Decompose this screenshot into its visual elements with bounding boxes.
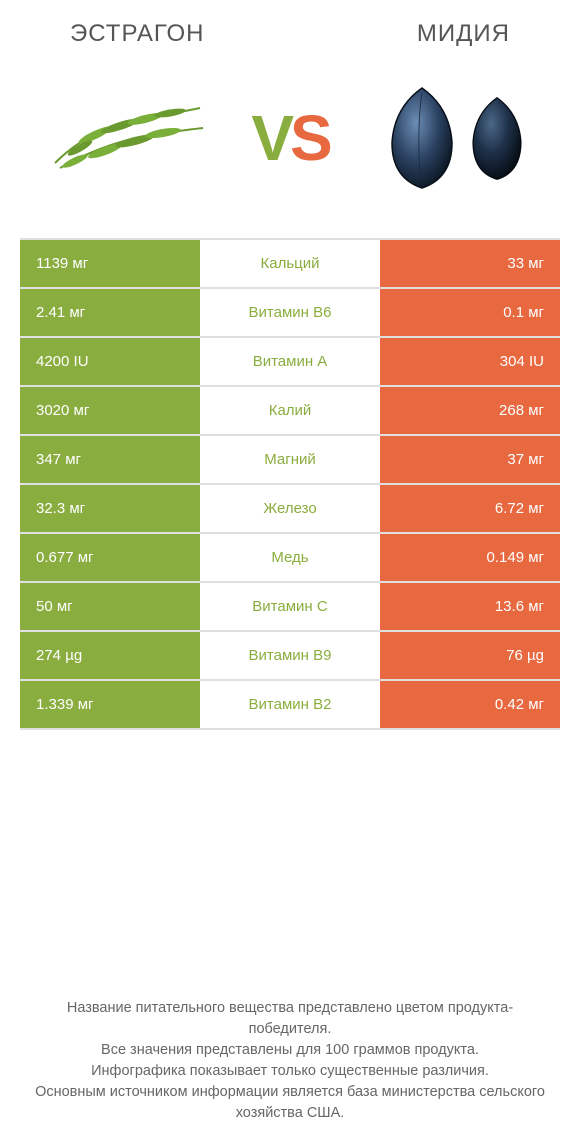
footer-line: Инфографика показывает только существенн… — [30, 1061, 550, 1082]
right-value: 0.149 мг — [380, 534, 560, 581]
left-value: 347 мг — [20, 436, 200, 483]
left-value: 1.339 мг — [20, 681, 200, 728]
left-value: 32.3 мг — [20, 485, 200, 532]
left-value: 0.677 мг — [20, 534, 200, 581]
left-value: 1139 мг — [20, 240, 200, 287]
table-row: 2.41 мгВитамин B60.1 мг — [20, 289, 560, 338]
right-value: 6.72 мг — [380, 485, 560, 532]
footer-line: Все значения представлены для 100 граммо… — [30, 1040, 550, 1061]
mussel-image — [370, 78, 540, 198]
left-value: 50 мг — [20, 583, 200, 630]
left-value: 4200 IU — [20, 338, 200, 385]
nutrient-label: Витамин C — [200, 583, 380, 630]
table-row: 1139 мгКальций33 мг — [20, 240, 560, 289]
nutrient-label: Магний — [200, 436, 380, 483]
table-row: 1.339 мгВитамин B20.42 мг — [20, 681, 560, 730]
left-value: 2.41 мг — [20, 289, 200, 336]
right-value: 0.42 мг — [380, 681, 560, 728]
header: ЭСТРАГОН МИДИЯ — [20, 20, 560, 48]
right-value: 37 мг — [380, 436, 560, 483]
right-value: 268 мг — [380, 387, 560, 434]
images-row: VS — [20, 78, 560, 198]
nutrient-label: Железо — [200, 485, 380, 532]
footer-notes: Название питательного вещества представл… — [20, 968, 560, 1134]
table-row: 3020 мгКалий268 мг — [20, 387, 560, 436]
nutrient-label: Витамин B6 — [200, 289, 380, 336]
footer-line: Название питательного вещества представл… — [30, 998, 550, 1040]
footer-line: Основным источником информации является … — [30, 1082, 550, 1124]
right-value: 304 IU — [380, 338, 560, 385]
table-row: 347 мгМагний37 мг — [20, 436, 560, 485]
right-food-title: МИДИЯ — [417, 20, 510, 48]
vs-s: S — [290, 102, 329, 174]
vs-label: VS — [251, 101, 328, 175]
nutrient-label: Витамин B2 — [200, 681, 380, 728]
comparison-table: 1139 мгКальций33 мг2.41 мгВитамин B60.1 … — [20, 238, 560, 730]
nutrient-label: Витамин A — [200, 338, 380, 385]
right-value: 33 мг — [380, 240, 560, 287]
nutrient-label: Витамин B9 — [200, 632, 380, 679]
tarragon-image — [40, 78, 210, 198]
vs-v: V — [251, 102, 290, 174]
left-value: 3020 мг — [20, 387, 200, 434]
table-row: 274 µgВитамин B976 µg — [20, 632, 560, 681]
right-value: 13.6 мг — [380, 583, 560, 630]
nutrient-label: Кальций — [200, 240, 380, 287]
table-row: 0.677 мгМедь0.149 мг — [20, 534, 560, 583]
right-value: 76 µg — [380, 632, 560, 679]
left-value: 274 µg — [20, 632, 200, 679]
right-value: 0.1 мг — [380, 289, 560, 336]
left-food-title: ЭСТРАГОН — [70, 20, 205, 48]
nutrient-label: Калий — [200, 387, 380, 434]
table-row: 50 мгВитамин C13.6 мг — [20, 583, 560, 632]
nutrient-label: Медь — [200, 534, 380, 581]
table-row: 32.3 мгЖелезо6.72 мг — [20, 485, 560, 534]
table-row: 4200 IUВитамин A304 IU — [20, 338, 560, 387]
